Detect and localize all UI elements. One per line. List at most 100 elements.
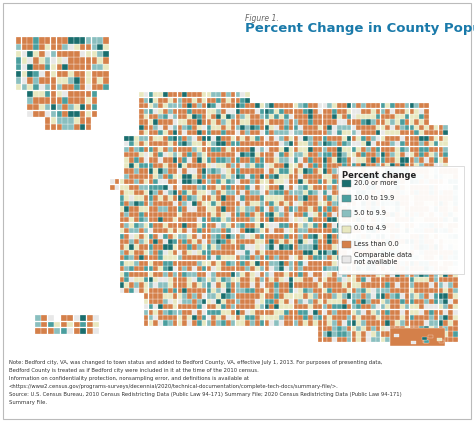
Bar [255, 223, 260, 228]
Bar [371, 250, 375, 255]
Bar [197, 315, 201, 320]
Bar [390, 328, 445, 346]
Bar [264, 282, 269, 288]
Bar [16, 51, 21, 57]
Bar [139, 136, 144, 141]
Bar [231, 277, 236, 282]
Bar [366, 206, 371, 211]
Bar [168, 92, 173, 97]
Bar [371, 293, 375, 298]
Bar [192, 228, 197, 233]
Bar [221, 168, 226, 173]
Bar [178, 157, 182, 162]
Bar [182, 310, 187, 315]
Bar [318, 201, 322, 206]
Bar [197, 141, 201, 146]
Bar [81, 328, 86, 334]
Bar [231, 146, 236, 152]
Bar [410, 261, 414, 266]
Bar [419, 152, 424, 157]
Bar [385, 152, 390, 157]
Bar [371, 315, 375, 320]
Bar [361, 320, 366, 326]
Bar [139, 266, 144, 271]
Bar [332, 282, 337, 288]
Bar [438, 320, 443, 326]
Bar [144, 299, 148, 304]
Bar [274, 141, 279, 146]
Bar [163, 108, 168, 114]
Bar [211, 136, 216, 141]
Bar [352, 206, 356, 211]
Bar [429, 136, 434, 141]
Bar [328, 190, 332, 195]
Bar [270, 288, 274, 293]
Bar [178, 239, 182, 244]
Bar [274, 277, 279, 282]
Bar [240, 190, 245, 195]
Bar [299, 141, 303, 146]
Bar [264, 228, 269, 233]
Bar [313, 201, 318, 206]
Bar [80, 111, 85, 117]
Bar [57, 57, 62, 64]
Bar [356, 233, 361, 239]
Bar [274, 146, 279, 152]
Bar [390, 304, 395, 309]
Bar [328, 206, 332, 211]
Bar [270, 125, 274, 130]
Bar [250, 272, 255, 277]
Bar [400, 174, 405, 179]
Bar [274, 244, 279, 249]
Bar [207, 310, 211, 315]
Bar [299, 125, 303, 130]
Bar [270, 304, 274, 309]
Bar [178, 201, 182, 206]
Bar [400, 320, 405, 326]
Bar [337, 255, 342, 260]
Bar [231, 315, 236, 320]
Bar [328, 146, 332, 152]
Bar [168, 255, 173, 260]
Bar [410, 179, 414, 184]
Bar [313, 310, 318, 315]
Bar [337, 152, 342, 157]
Bar [149, 228, 153, 233]
Bar [250, 233, 255, 239]
Bar [240, 125, 245, 130]
Bar [337, 108, 342, 114]
Bar [250, 239, 255, 244]
Bar [376, 250, 381, 255]
Bar [434, 201, 438, 206]
Bar [270, 223, 274, 228]
Bar [264, 272, 269, 277]
Bar [129, 168, 134, 173]
Bar [356, 125, 361, 130]
Bar [264, 146, 269, 152]
Bar [347, 125, 352, 130]
Bar [313, 239, 318, 244]
Bar [429, 293, 434, 298]
Bar [246, 223, 250, 228]
Bar [57, 44, 62, 50]
Bar [139, 179, 144, 184]
Bar [173, 168, 177, 173]
Bar [236, 152, 240, 157]
Bar [376, 168, 381, 173]
Bar [144, 163, 148, 168]
Bar [337, 282, 342, 288]
Bar [270, 277, 274, 282]
Bar [289, 130, 293, 135]
Bar [168, 103, 173, 108]
Bar [381, 261, 385, 266]
Bar [216, 310, 221, 315]
Bar [347, 331, 352, 337]
Bar [395, 228, 400, 233]
Bar [197, 92, 201, 97]
Bar [168, 239, 173, 244]
Bar [395, 315, 400, 320]
Bar [163, 228, 168, 233]
Bar [250, 152, 255, 157]
Bar [168, 315, 173, 320]
Bar [163, 315, 168, 320]
